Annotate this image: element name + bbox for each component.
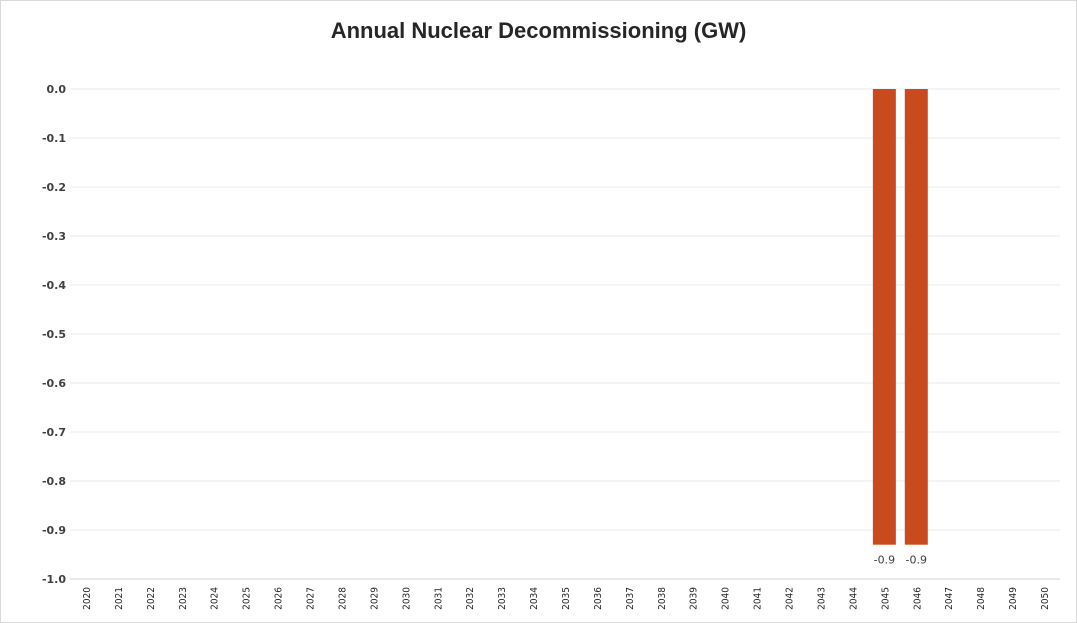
x-tick-label: 2041 <box>753 587 764 610</box>
x-tick-label: 2034 <box>529 587 540 610</box>
y-tick-label: -0.1 <box>42 132 66 145</box>
y-tick-label: -0.4 <box>42 279 66 292</box>
x-tick-label: 2044 <box>848 587 859 610</box>
data-label-2046: -0.9 <box>906 554 927 567</box>
x-tick-label: 2039 <box>689 587 700 610</box>
y-tick-label: -0.2 <box>42 181 66 194</box>
x-tick-label: 2050 <box>1040 587 1051 610</box>
x-tick-label: 2024 <box>210 587 221 610</box>
x-tick-label: 2042 <box>785 587 796 610</box>
bar-2045 <box>872 89 896 545</box>
x-tick-label: 2030 <box>401 587 412 610</box>
data-labels: -0.9 -0.9 <box>874 554 927 567</box>
y-tick-label: 0.0 <box>47 83 67 96</box>
bar-2046 <box>904 89 928 545</box>
x-tick-label: 2045 <box>880 587 891 610</box>
x-tick-label: 2048 <box>976 587 987 610</box>
y-tick-label: -0.8 <box>42 475 66 488</box>
data-label-2045: -0.9 <box>874 554 895 567</box>
x-tick-label: 2022 <box>146 587 157 610</box>
x-tick-label: 2029 <box>369 587 380 610</box>
x-tick-label: 2027 <box>306 587 317 610</box>
y-axis-ticks: 0.0 -0.1 -0.2 -0.3 -0.4 -0.5 -0.6 -0.7 -0.8 -0.9 -… <box>42 83 66 586</box>
y-tick-label: -0.5 <box>42 328 66 341</box>
x-tick-label: 2047 <box>944 587 955 610</box>
x-tick-label: 2036 <box>593 587 604 610</box>
x-tick-label: 2028 <box>337 587 348 610</box>
x-axis-ticks: 2020 2021 2022 2023 2024 2025 2026 2027 2028 2029… <box>82 587 1051 610</box>
x-tick-label: 2031 <box>433 587 444 610</box>
y-tick-label: -0.9 <box>42 524 66 537</box>
x-tick-label: 2020 <box>82 587 93 610</box>
x-tick-label: 2026 <box>274 587 285 610</box>
bars <box>872 89 928 545</box>
x-tick-label: 2040 <box>721 587 732 610</box>
x-tick-label: 2021 <box>114 587 125 610</box>
x-tick-label: 2023 <box>178 587 189 610</box>
x-tick-label: 2025 <box>242 587 253 610</box>
chart-title: Annual Nuclear Decommissioning (GW) <box>330 18 747 43</box>
y-tick-label: -0.3 <box>42 230 66 243</box>
x-tick-label: 2032 <box>465 587 476 610</box>
x-tick-label: 2038 <box>657 587 668 610</box>
x-tick-label: 2043 <box>816 587 827 610</box>
x-tick-label: 2033 <box>497 587 508 610</box>
y-tick-label: -1.0 <box>42 573 66 586</box>
x-tick-label: 2037 <box>625 587 636 610</box>
x-tick-label: 2049 <box>1008 587 1019 610</box>
x-tick-label: 2046 <box>912 587 923 610</box>
x-tick-label: 2035 <box>561 587 572 610</box>
y-tick-label: -0.6 <box>42 377 66 390</box>
y-tick-label: -0.7 <box>42 426 66 439</box>
